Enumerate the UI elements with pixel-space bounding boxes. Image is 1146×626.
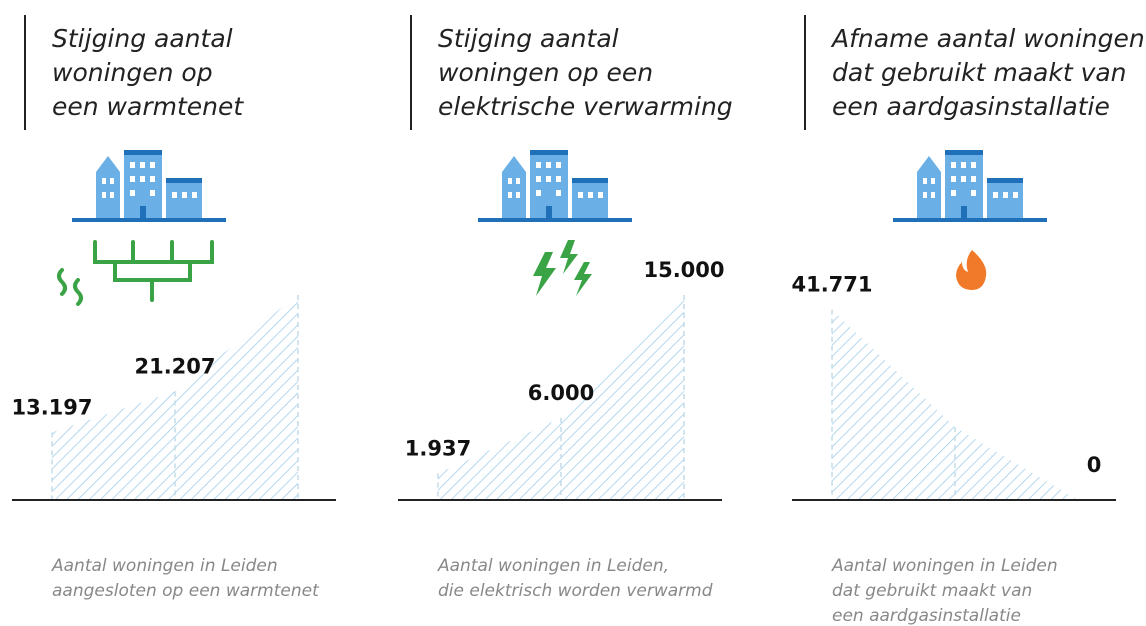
panel-title: elektrische verwarming [438,92,733,121]
caption: Aantal woningen in Leiden, [437,556,669,576]
buildings-icon [478,150,632,222]
panel-title: Stijging aantal [52,24,233,53]
caption: dat gebruikt maakt van [832,581,1032,601]
area [52,295,298,500]
caption: aangesloten op een warmtenet [52,581,320,601]
caption: Aantal woningen in Leiden [831,556,1058,576]
value-label: 13.197 [11,395,92,419]
value-label: 15.000 [643,258,724,282]
panel-title: woningen op een [438,58,653,87]
flame-icon [956,250,987,290]
area [832,309,1078,500]
caption: die elektrisch worden verwarmd [438,581,713,601]
caption: een aardgasinstallatie [832,606,1021,626]
value-label: 0 [1087,453,1102,477]
buildings-icon [893,150,1047,222]
value-label: 1.937 [405,437,471,461]
value-label: 41.771 [791,273,872,297]
area [438,295,684,500]
panel-title: woningen op [52,58,213,87]
buildings-icon [72,150,226,222]
value-label: 21.207 [134,354,215,378]
panel-title: Stijging aantal [438,24,619,53]
caption: Aantal woningen in Leiden [51,556,278,576]
panel-title: een warmtenet [52,92,244,121]
value-label: 6.000 [528,381,594,405]
heat-network-icon [57,240,214,306]
panel-title: dat gebruikt maakt van [832,58,1127,87]
lightning-icon [533,240,592,296]
panel-title: Afname aantal woningen [830,24,1145,53]
panel-title: een aardgasinstallatie [832,92,1110,121]
